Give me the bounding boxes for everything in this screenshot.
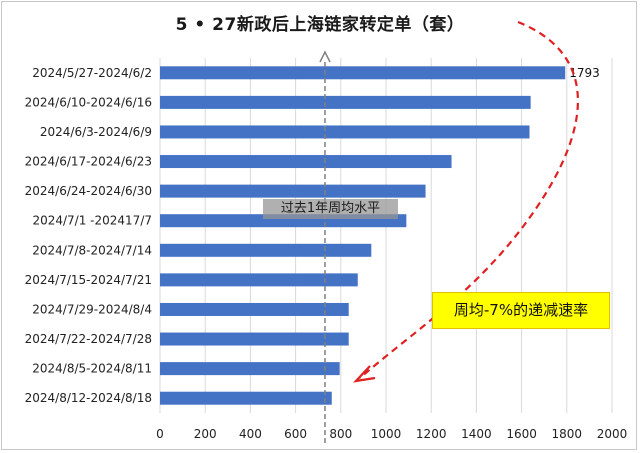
x-tick-label: 1200 — [416, 427, 447, 441]
x-tick-label: 200 — [194, 427, 217, 441]
category-label: 2024/6/17-2024/6/23 — [25, 155, 152, 169]
x-tick-label: 600 — [284, 427, 307, 441]
category-label: 2024/6/10-2024/6/16 — [25, 95, 152, 109]
category-label: 2024/7/22-2024/7/28 — [25, 332, 152, 346]
x-tick-label: 800 — [329, 427, 352, 441]
reference-arrowhead — [319, 50, 331, 63]
x-tick-label: 1000 — [371, 427, 402, 441]
category-label: 2024/8/12-2024/8/18 — [25, 391, 152, 405]
bar — [160, 184, 426, 198]
category-label: 2024/7/15-2024/7/21 — [25, 273, 152, 287]
chart-title: 5 • 27新政后上海链家转定单（套） — [175, 15, 465, 35]
bar — [160, 125, 530, 139]
x-tick-label: 2000 — [597, 427, 628, 441]
x-tick-label: 1600 — [506, 427, 537, 441]
trend-arrow — [359, 20, 579, 379]
bar — [160, 273, 358, 287]
x-tick-label: 1800 — [552, 427, 583, 441]
category-label: 2024/6/24-2024/6/30 — [25, 184, 152, 198]
category-label: 2024/7/29-2024/8/4 — [32, 302, 152, 316]
average-level-label: 过去1年周均水平 — [280, 201, 381, 216]
category-label: 2024/6/3-2024/6/9 — [40, 125, 152, 139]
trend-arrowhead — [353, 365, 376, 383]
bar — [160, 391, 332, 405]
x-tick-label: 1400 — [461, 427, 492, 441]
decline-rate-callout: 周均-7%的递减速率 — [432, 292, 610, 329]
x-tick-label: 0 — [156, 427, 164, 441]
category-label: 2024/5/27-2024/6/2 — [32, 66, 152, 80]
category-label: 2024/7/1 -202417/7 — [32, 214, 152, 228]
bar — [160, 302, 349, 316]
category-label: 2024/7/8-2024/7/14 — [32, 243, 152, 257]
category-label: 2024/8/5-2024/8/11 — [32, 362, 152, 376]
data-label: 1793 — [569, 66, 600, 80]
bar — [160, 332, 349, 346]
bar — [160, 155, 452, 169]
x-tick-label: 400 — [239, 427, 262, 441]
average-label-background — [263, 199, 398, 219]
bar — [160, 66, 566, 80]
bar — [160, 243, 372, 257]
bar — [160, 362, 340, 376]
bar — [160, 95, 531, 109]
